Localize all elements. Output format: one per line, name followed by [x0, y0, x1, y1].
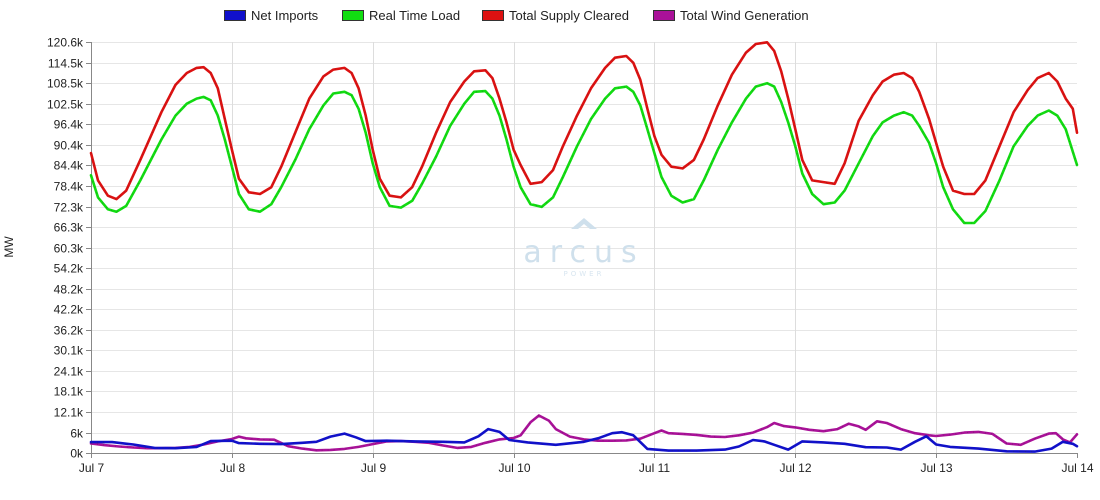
legend-item-net-imports[interactable]: Net Imports — [224, 8, 318, 23]
y-tick-label: 72.3k — [54, 201, 84, 215]
legend-label: Net Imports — [251, 8, 319, 23]
x-tick-label: Jul 8 — [220, 461, 246, 475]
y-tick-label: 54.2k — [54, 262, 84, 276]
y-tick-label: 96.4k — [54, 118, 84, 132]
y-tick-label: 66.3k — [54, 221, 84, 235]
y-tick-label: 120.6k — [47, 36, 84, 50]
legend-label: Real Time Load — [369, 8, 461, 23]
legend-swatch — [342, 10, 364, 21]
legend-swatch — [653, 10, 675, 21]
legend-swatch — [482, 10, 504, 21]
legend-item-total-wind-generation[interactable]: Total Wind Generation — [653, 8, 809, 23]
y-axis-ticks: 0k 6k 12.1k 18.1k 24.1k 30.1k 36.2k 42.2k 48.2k 5… — [47, 36, 91, 461]
series-lines — [89, 40, 1079, 453]
y-tick-label: 36.2k — [54, 324, 84, 338]
series-markers-total-wind-generation — [90, 414, 1078, 451]
y-tick-label: 24.1k — [54, 365, 84, 379]
x-tick-label: Jul 10 — [498, 461, 530, 475]
gridlines — [91, 42, 1077, 453]
y-tick-label: 42.2k — [54, 303, 84, 317]
x-tick-label: Jul 12 — [779, 461, 811, 475]
legend-label: Total Supply Cleared — [509, 8, 629, 23]
legend-label: Total Wind Generation — [680, 8, 809, 23]
x-tick-label: Jul 7 — [79, 461, 105, 475]
y-tick-label: 78.4k — [54, 180, 84, 194]
y-tick-label: 90.4k — [54, 139, 84, 153]
y-tick-label: 0k — [70, 447, 84, 461]
legend-item-real-time-load[interactable]: Real Time Load — [342, 8, 460, 23]
legend-item-total-supply-cleared[interactable]: Total Supply Cleared — [482, 8, 629, 23]
x-tick-label: Jul 14 — [1061, 461, 1093, 475]
series-line-total-wind-generation — [89, 414, 1079, 452]
axes — [91, 42, 1077, 454]
chart-legend: Net Imports Real Time Load Total Supply … — [0, 8, 1100, 26]
y-tick-label: 18.1k — [54, 385, 84, 399]
y-axis-title: MW — [2, 236, 16, 258]
y-tick-label: 6k — [70, 427, 84, 441]
y-tick-label: 12.1k — [54, 406, 84, 420]
y-tick-label: 102.5k — [47, 98, 84, 112]
y-tick-label: 30.1k — [54, 344, 84, 358]
y-tick-label: 114.5k — [48, 57, 84, 71]
x-tick-label: Jul 9 — [361, 461, 387, 475]
series-line-total-supply-cleared — [89, 40, 1079, 201]
x-tick-label: Jul 13 — [920, 461, 952, 475]
legend-swatch — [224, 10, 246, 21]
series-line-net-imports — [89, 427, 1079, 453]
y-tick-label: 60.3k — [54, 242, 84, 256]
y-tick-label: 84.4k — [54, 159, 84, 173]
watermark-logo: arcus POWER — [523, 218, 644, 278]
y-tick-label: 48.2k — [54, 283, 84, 297]
watermark-arrow-icon — [571, 218, 597, 229]
watermark-brand: arcus — [523, 235, 644, 270]
x-axis-ticks: Jul 7 Jul 8 Jul 9 Jul 10 Jul 11 Jul 12 Jul 13 J… — [79, 453, 1094, 475]
watermark-sub: POWER — [564, 270, 605, 278]
x-tick-label: Jul 11 — [639, 461, 670, 475]
y-tick-label: 108.5k — [47, 77, 84, 91]
series-line-real-time-load — [89, 81, 1079, 225]
